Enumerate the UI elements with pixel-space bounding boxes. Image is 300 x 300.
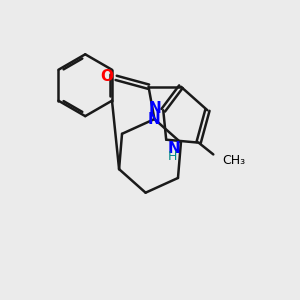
Text: O: O (100, 69, 113, 84)
Text: N: N (148, 112, 161, 127)
Text: H: H (168, 150, 177, 163)
Text: CH₃: CH₃ (222, 154, 245, 167)
Text: N: N (168, 141, 180, 156)
Text: N: N (149, 101, 162, 116)
